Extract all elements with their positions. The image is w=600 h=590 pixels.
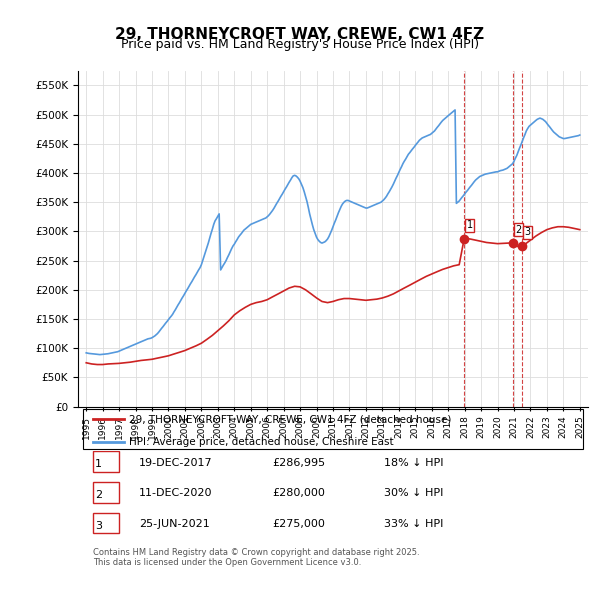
Text: HPI: Average price, detached house, Cheshire East: HPI: Average price, detached house, Ches… [129,437,394,447]
Text: Contains HM Land Registry data © Crown copyright and database right 2025.
This d: Contains HM Land Registry data © Crown c… [94,548,420,568]
Text: 1: 1 [467,221,473,231]
Text: 11-DEC-2020: 11-DEC-2020 [139,489,212,499]
Text: 3: 3 [524,228,530,238]
Text: 19-DEC-2017: 19-DEC-2017 [139,457,213,467]
Text: £280,000: £280,000 [272,489,325,499]
Text: 29, THORNEYCROFT WAY, CREWE, CW1 4FZ (detached house): 29, THORNEYCROFT WAY, CREWE, CW1 4FZ (de… [129,414,451,424]
Text: 25-JUN-2021: 25-JUN-2021 [139,519,210,529]
Text: £286,995: £286,995 [272,457,325,467]
Text: 29, THORNEYCROFT WAY, CREWE, CW1 4FZ: 29, THORNEYCROFT WAY, CREWE, CW1 4FZ [115,27,485,41]
Text: 2: 2 [95,490,102,500]
Text: £275,000: £275,000 [272,519,325,529]
Text: 18% ↓ HPI: 18% ↓ HPI [384,457,443,467]
Text: 30% ↓ HPI: 30% ↓ HPI [384,489,443,499]
Text: Price paid vs. HM Land Registry's House Price Index (HPI): Price paid vs. HM Land Registry's House … [121,38,479,51]
Text: 3: 3 [95,521,102,531]
Text: 2: 2 [515,225,522,235]
Text: 33% ↓ HPI: 33% ↓ HPI [384,519,443,529]
Text: 1: 1 [95,460,102,470]
